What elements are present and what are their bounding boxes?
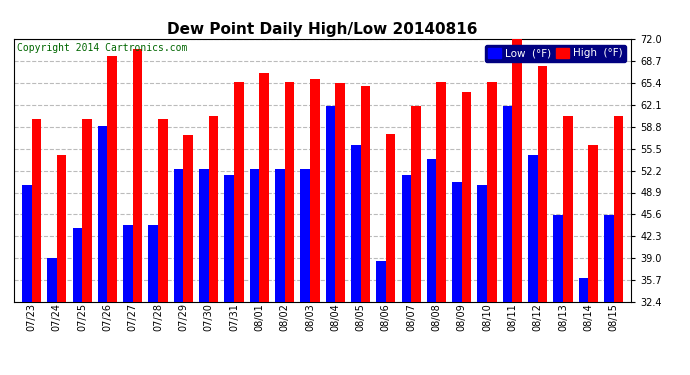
Bar	[72, 228, 82, 302]
Bar	[158, 119, 168, 302]
Bar	[386, 134, 395, 302]
Bar	[275, 169, 284, 302]
Bar	[351, 146, 361, 302]
Bar	[132, 50, 142, 302]
Bar	[528, 155, 538, 302]
Bar	[123, 225, 132, 302]
Bar	[57, 155, 66, 302]
Bar	[32, 119, 41, 302]
Bar	[376, 261, 386, 302]
Bar	[250, 169, 259, 302]
Legend: Low  (°F), High  (°F): Low (°F), High (°F)	[484, 45, 626, 62]
Bar	[427, 159, 437, 302]
Bar	[361, 86, 370, 302]
Bar	[477, 185, 487, 302]
Bar	[310, 79, 319, 302]
Bar	[437, 82, 446, 302]
Bar	[148, 225, 158, 302]
Bar	[199, 169, 208, 302]
Bar	[452, 182, 462, 302]
Bar	[613, 116, 623, 302]
Bar	[411, 106, 421, 302]
Bar	[98, 126, 108, 302]
Bar	[553, 215, 563, 302]
Bar	[579, 278, 589, 302]
Bar	[538, 66, 547, 302]
Bar	[300, 169, 310, 302]
Bar	[234, 82, 244, 302]
Bar	[503, 106, 513, 302]
Bar	[563, 116, 573, 302]
Bar	[108, 56, 117, 302]
Bar	[82, 119, 92, 302]
Bar	[604, 215, 613, 302]
Bar	[259, 72, 269, 302]
Bar	[335, 83, 345, 302]
Bar	[284, 82, 294, 302]
Bar	[589, 146, 598, 302]
Bar	[47, 258, 57, 302]
Bar	[513, 39, 522, 302]
Title: Dew Point Daily High/Low 20140816: Dew Point Daily High/Low 20140816	[168, 22, 478, 37]
Bar	[462, 92, 471, 302]
Bar	[487, 82, 497, 302]
Bar	[184, 135, 193, 302]
Bar	[326, 106, 335, 302]
Bar	[224, 175, 234, 302]
Bar	[22, 185, 32, 302]
Bar	[174, 169, 184, 302]
Bar	[402, 175, 411, 302]
Text: Copyright 2014 Cartronics.com: Copyright 2014 Cartronics.com	[17, 43, 188, 53]
Bar	[208, 116, 218, 302]
